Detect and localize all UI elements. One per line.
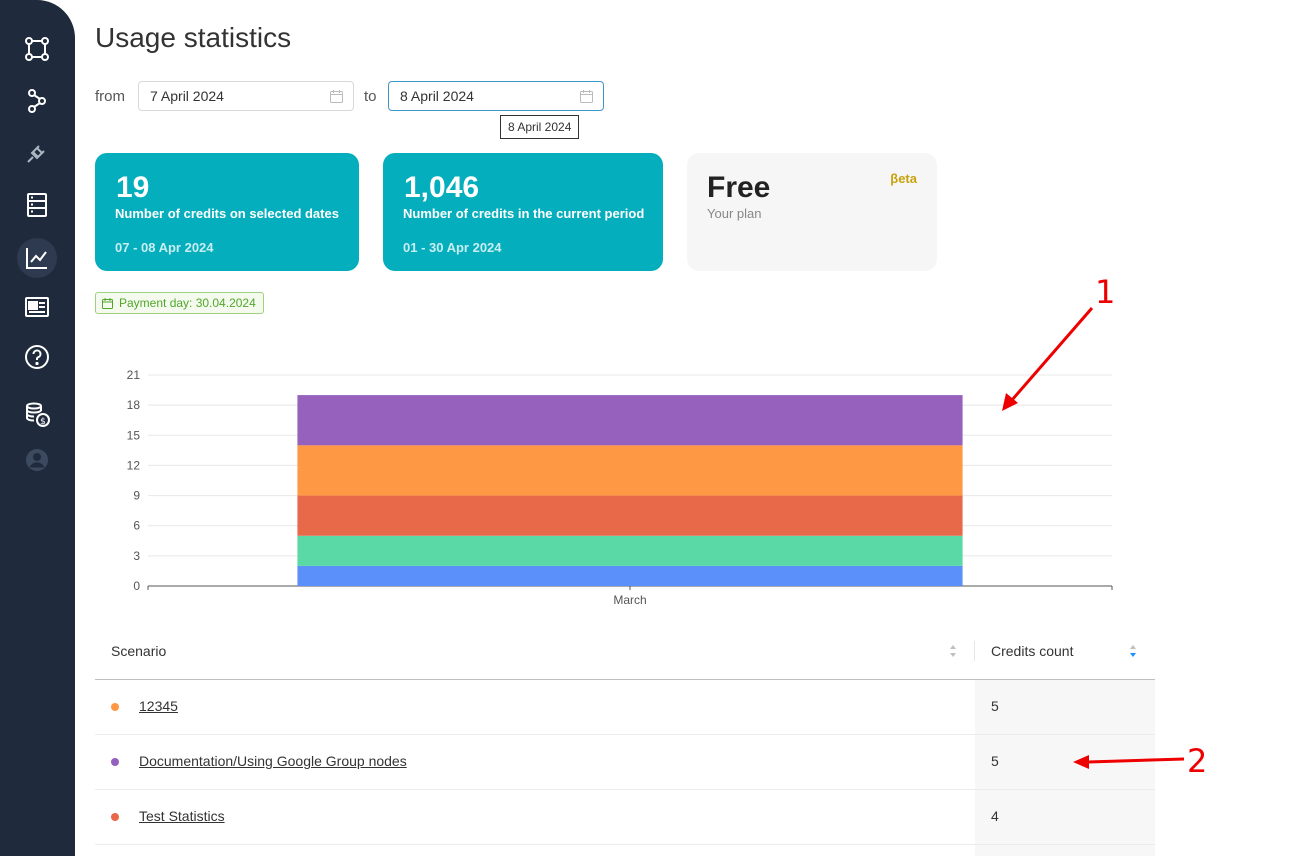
table-row: Test Statistics 4 bbox=[95, 789, 1155, 845]
y-tick-label: 3 bbox=[133, 549, 140, 563]
from-date-input[interactable]: 7 April 2024 bbox=[138, 81, 354, 111]
credits-count: 5 bbox=[991, 753, 999, 769]
x-tick-label: March bbox=[613, 593, 646, 607]
to-date-input[interactable]: 8 April 2024 bbox=[388, 81, 604, 111]
scenario-header-label: Scenario bbox=[111, 643, 167, 659]
table-row: 12345 5 bbox=[95, 679, 1155, 735]
plan-name: Free bbox=[707, 171, 771, 204]
page-title: Usage statistics bbox=[95, 22, 292, 53]
credits-selected-value: 19 bbox=[116, 171, 150, 204]
y-tick-label: 12 bbox=[127, 458, 141, 472]
news-icon[interactable] bbox=[17, 287, 57, 327]
annotation-label-2: 2 bbox=[1187, 742, 1208, 780]
credits-period-card: 1,046 Number of credits in the current p… bbox=[383, 153, 663, 271]
svg-text:$: $ bbox=[40, 417, 46, 427]
scenario-header[interactable]: Scenario bbox=[111, 623, 166, 679]
y-tick-label: 18 bbox=[127, 398, 141, 412]
credits-selected-dates: 07 - 08 Apr 2024 bbox=[115, 240, 214, 255]
help-icon[interactable] bbox=[17, 337, 57, 377]
credits-count: 4 bbox=[991, 808, 999, 824]
scenario-link[interactable]: 12345 bbox=[139, 698, 178, 714]
credits-column-bg bbox=[975, 680, 1155, 856]
plug-icon[interactable] bbox=[17, 133, 57, 173]
sort-icon[interactable] bbox=[949, 644, 957, 658]
plan-card: Free Your plan βeta bbox=[687, 153, 937, 271]
credits-header[interactable]: Credits count bbox=[991, 623, 1073, 679]
y-tick-label: 15 bbox=[127, 428, 141, 442]
scenario-link[interactable]: Test Statistics bbox=[139, 808, 225, 824]
bar-segment-1 bbox=[297, 535, 963, 566]
bar-segment-2 bbox=[297, 495, 963, 536]
database-icon[interactable] bbox=[17, 185, 57, 225]
payment-day-badge: Payment day: 30.04.2024 bbox=[95, 292, 264, 314]
user-icon[interactable] bbox=[17, 440, 57, 480]
y-tick-label: 9 bbox=[133, 489, 140, 503]
calendar-icon bbox=[330, 90, 343, 103]
credits-period-description: Number of credits in the current period bbox=[403, 206, 645, 221]
credits-count: 5 bbox=[991, 698, 999, 714]
scenarios-icon[interactable] bbox=[17, 29, 57, 69]
date-tooltip: 8 April 2024 bbox=[500, 115, 580, 139]
series-color-dot bbox=[111, 703, 119, 711]
beta-badge: βeta bbox=[890, 171, 917, 186]
calendar-icon bbox=[580, 90, 593, 103]
credits-chart: 0 3 6 9 12 15 18 21 March bbox=[127, 368, 1113, 607]
sidebar: $ bbox=[0, 0, 75, 856]
annotation-label-1: 1 bbox=[1095, 273, 1116, 311]
column-separator bbox=[974, 641, 975, 661]
y-tick-label: 6 bbox=[133, 519, 140, 533]
y-tick-label: 0 bbox=[133, 579, 140, 593]
series-color-dot bbox=[111, 813, 119, 821]
bar-segment-4 bbox=[297, 395, 963, 446]
bar-segment-0 bbox=[297, 565, 963, 586]
coins-icon[interactable]: $ bbox=[17, 394, 57, 434]
sort-desc-icon[interactable] bbox=[1129, 644, 1137, 658]
plan-subtitle: Your plan bbox=[707, 206, 762, 221]
payment-day-text: Payment day: 30.04.2024 bbox=[119, 296, 256, 310]
credits-selected-card: 19 Number of credits on selected dates 0… bbox=[95, 153, 359, 271]
y-tick-label: 21 bbox=[127, 368, 141, 382]
credits-period-value: 1,046 bbox=[404, 171, 480, 204]
table-row: Documentation/Using Google Group nodes 5 bbox=[95, 734, 1155, 790]
from-label: from bbox=[95, 88, 125, 105]
chart-line-icon[interactable] bbox=[17, 238, 57, 278]
scenario-link[interactable]: Documentation/Using Google Group nodes bbox=[139, 753, 407, 769]
credits-period-dates: 01 - 30 Apr 2024 bbox=[403, 240, 502, 255]
calendar-icon bbox=[102, 297, 113, 309]
table-header: Scenario Credits count bbox=[95, 623, 1155, 680]
to-date-value: 8 April 2024 bbox=[400, 88, 474, 104]
from-date-value: 7 April 2024 bbox=[150, 88, 224, 104]
series-color-dot bbox=[111, 758, 119, 766]
credits-header-label: Credits count bbox=[991, 643, 1074, 659]
to-label: to bbox=[364, 88, 377, 105]
credits-selected-description: Number of credits on selected dates bbox=[115, 206, 339, 221]
flow-icon[interactable] bbox=[17, 81, 57, 121]
bar-segment-3 bbox=[297, 445, 963, 496]
